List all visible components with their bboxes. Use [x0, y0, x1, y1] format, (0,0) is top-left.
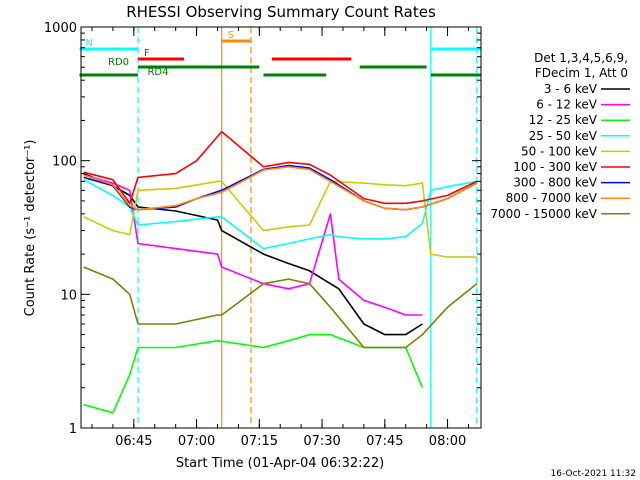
legend-entry-300-800-kev: 300 - 800 keV: [513, 176, 597, 190]
series-line-100-300-kev: [83, 130, 478, 205]
legend: Det 1,3,4,5,6,9,FDecim 1, Att 0 3 - 6 keV…: [490, 51, 630, 221]
flag-label-rd4: RD4: [147, 67, 168, 78]
legend-entry-6-12-kev: 6 - 12 keV: [536, 98, 598, 112]
legend-entry-12-25-kev: 12 - 25 keV: [529, 113, 598, 127]
legend-entry-3-6-kev: 3 - 6 keV: [544, 82, 598, 96]
series-line-50-100-kev: [83, 180, 477, 258]
legend-header-line-1: FDecim 1, Att 0: [535, 66, 628, 80]
flag-label-n: N: [85, 38, 92, 49]
series-line-300-800-kev: [83, 164, 478, 211]
legend-entry-50-100-kev: 50 - 100 keV: [521, 144, 598, 158]
flag-label-rd0: RD0: [108, 57, 129, 68]
x-tick-label: 07:45: [366, 434, 403, 449]
y-tick-label: 1: [69, 422, 77, 437]
y-tick-label: 100: [52, 155, 77, 170]
series-line-25-50-kev: [83, 178, 477, 250]
legend-entry-100-300-kev: 100 - 300 keV: [513, 160, 597, 174]
x-tick-label: 06:45: [115, 434, 152, 449]
legend-entry-25-50-kev: 25 - 50 keV: [529, 129, 598, 143]
x-tick-label: 07:00: [178, 434, 215, 449]
y-axis-label: Count Rate (s⁻¹ detector⁻¹): [23, 140, 38, 317]
series-line-7000-15000-kev: [83, 266, 478, 349]
x-tick-label: 07:30: [303, 434, 340, 449]
axes: 1 10 100 1000 06:45 07:00 07:15 07:30 07:45 08:00: [44, 21, 482, 449]
legend-header-line-0: Det 1,3,4,5,6,9,: [534, 51, 628, 65]
y-tick-label: 10: [60, 288, 77, 303]
chart-title: RHESSI Observing Summary Count Rates: [126, 3, 436, 21]
flag-label-f: F: [144, 48, 150, 59]
flag-label-s: S: [228, 30, 234, 41]
plot-area: N F S RD0 RD4: [79, 27, 481, 428]
series-line-6-12-kev: [83, 174, 423, 316]
series-line-800-7000-kev: [83, 166, 478, 211]
plot-frame: [80, 26, 482, 429]
series-line-3-6-kev: [83, 172, 423, 336]
series-line-12-25-kev: [83, 333, 424, 414]
x-axis-label: Start Time (01-Apr-04 06:32:22): [176, 456, 384, 471]
y-tick-label: 1000: [44, 21, 77, 36]
legend-entry-800-7000-kev: 800 - 7000 keV: [506, 191, 598, 205]
x-tick-label: 08:00: [429, 434, 466, 449]
legend-entry-7000-15000-kev: 7000 - 15000 keV: [490, 207, 597, 221]
x-tick-label: 07:15: [241, 434, 278, 449]
footer-timestamp: 16-Oct-2021 11:32: [551, 469, 636, 479]
